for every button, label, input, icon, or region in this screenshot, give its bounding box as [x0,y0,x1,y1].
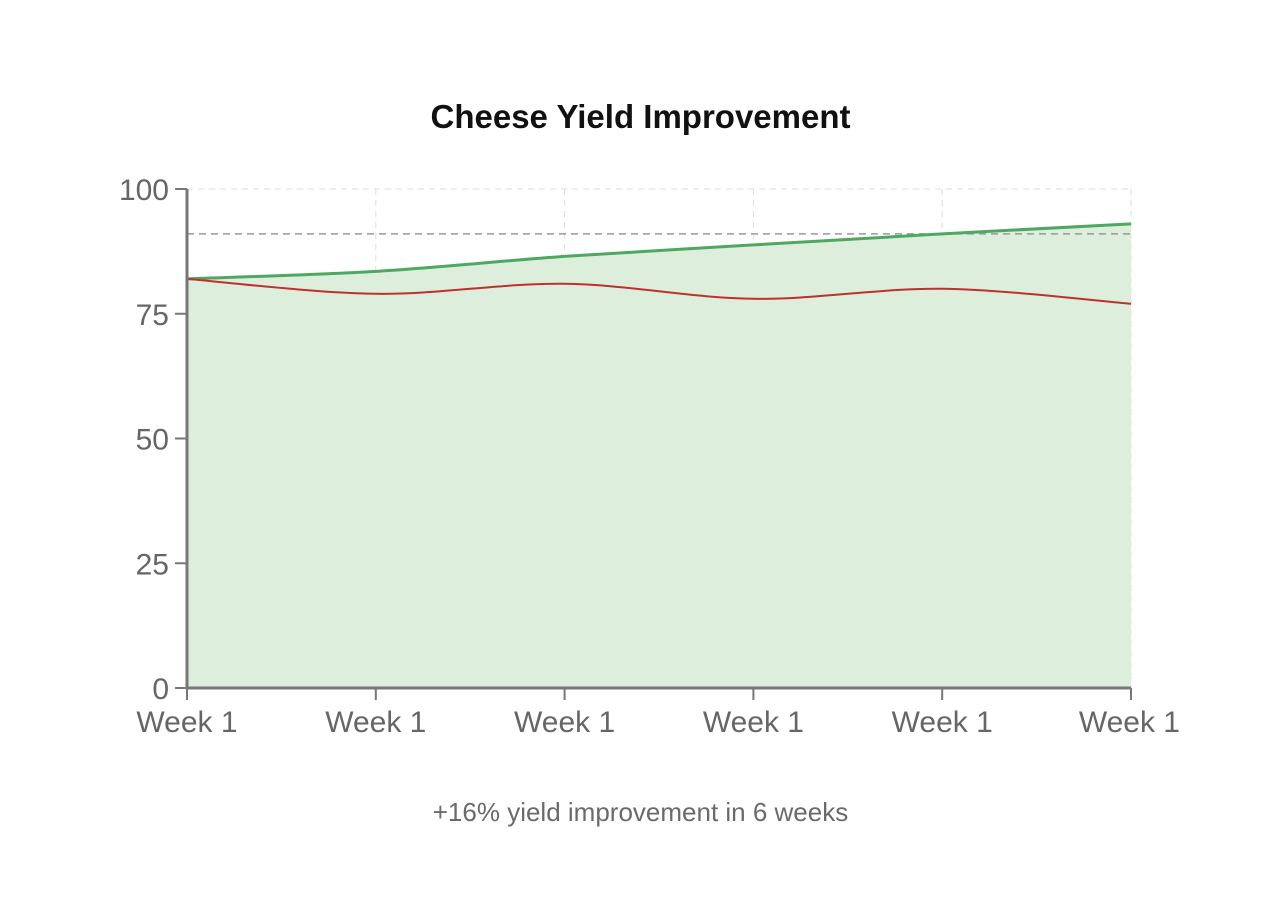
series-1-line [186,222,1132,281]
y-tick-labels: 0 25 50 75 100 [119,174,169,706]
y-tick-label: 25 [136,548,169,581]
y-tick-label: 50 [136,424,169,457]
chart-caption: +16% yield improvement in 6 weeks [432,797,849,827]
x-tick-label: Week 1 [1079,706,1180,739]
x-tick-label: Week 1 [514,706,615,739]
y-tick-label: 100 [119,174,169,207]
x-tick-label: Week 1 [136,706,237,739]
series-1-area [187,223,1131,688]
y-tick-label: 0 [152,673,169,706]
x-tick-label: Week 1 [325,706,426,739]
x-tick-labels: Week 1 Week 1 Week 1 Week 1 Week 1 Week 1 [136,706,1180,739]
series-2-line [186,277,1132,305]
axes [175,188,1132,700]
y-tick-label: 75 [136,299,169,332]
x-tick-label: Week 1 [892,706,993,739]
x-tick-label: Week 1 [703,706,804,739]
chart-title: Cheese Yield Improvement [430,98,851,135]
